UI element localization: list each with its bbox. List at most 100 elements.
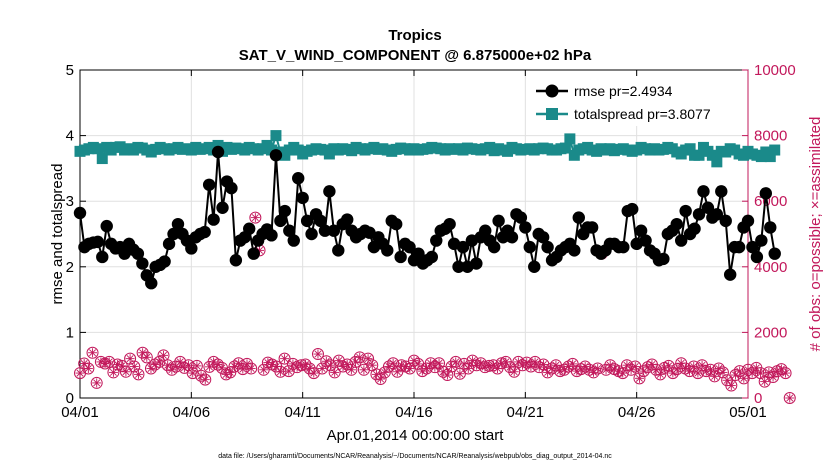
rmse-point [158,255,171,268]
rmse-point [198,225,211,239]
totalspread-point [212,139,224,151]
rmse-point [216,201,229,214]
obs-point [282,365,295,378]
rmse-point [211,145,225,159]
totalspread-point [693,149,705,161]
rmse-point [323,185,336,198]
rmse-point [296,191,309,205]
obs-point [140,351,153,364]
y-tick-label: 4 [66,128,74,145]
obs-point [725,379,738,392]
rmse-point [688,222,701,235]
rmse-point [167,227,180,241]
data-file-footer: data file: /Users/gharamti/Documents/NCA… [218,453,612,460]
rmse-point [278,204,292,218]
y-tick-label: 0 [66,390,74,407]
legend-box [530,76,742,126]
rmse-point [750,250,764,264]
rmse-point [185,242,198,255]
y-right-tick-label: 10000 [754,62,796,79]
obs-point [378,366,391,379]
rmse-point [741,214,755,228]
rmse-point [381,244,394,257]
rmse-point [265,229,278,242]
rmse-point [283,224,296,237]
x-tick-label: 05/01 [729,404,767,421]
rmse-point [505,231,519,244]
rmse-point [73,206,87,220]
rmse-point [443,217,456,231]
obs-point [737,372,750,385]
totalspread-point [92,143,104,155]
rmse-point [412,247,425,260]
totalspread-point [706,149,718,161]
rmse-point [91,235,105,249]
rmse-point [456,240,470,254]
y-tick-label: 5 [66,62,74,79]
rmse-point [131,247,145,260]
rmse-point [332,244,345,257]
rmse-point [341,213,354,226]
legend: rmse pr=2.4934 totalspread pr=3.8077 [530,76,742,126]
obs-point [82,362,95,375]
rmse-point [492,214,505,228]
obs-point [629,360,642,373]
y-tick-label: 3 [66,193,74,210]
rmse-point [247,247,260,260]
rmse-point [536,231,550,244]
rmse-point [568,244,581,257]
obs-point [445,360,458,373]
rmse-point [425,250,439,264]
rmse-point [100,219,113,233]
totalspread-point [769,144,781,156]
obs-point [591,362,604,375]
obs-point [241,357,253,370]
rmse-point [541,240,554,254]
rmse-point [572,211,585,224]
obs-point [190,359,203,372]
totalspread-point [684,143,696,155]
y-axis-label: rmse and totalspread [49,164,66,305]
obs-point [249,211,262,224]
obs-point [182,359,195,372]
rmse-point [430,234,443,247]
rmse-point [145,277,158,290]
obs-point [370,368,383,381]
rmse-point [389,217,403,231]
x-tick-label: 04/11 [284,404,320,421]
obs-point [353,351,366,364]
obs-point [779,367,792,380]
rmse-point [617,240,630,254]
rmse-point [657,252,670,266]
obs-point [700,365,713,378]
obs-point [90,376,103,389]
obs-point [441,369,454,382]
rmse-point [305,227,318,241]
x-tick-label: 04/26 [618,404,656,421]
totalspread-point [764,151,776,163]
obs-point [199,373,212,386]
rmse-point [314,214,327,228]
y-right-tick-label: 8000 [754,128,787,145]
rmse-point [229,254,243,267]
x-axis-label: Apr.01,2014 00:00:00 start [327,427,505,444]
rmse-point [487,240,501,254]
obs-point [708,370,721,383]
rmse-point [318,224,332,237]
obs-point [449,355,462,368]
obs-point [74,367,86,380]
totalspread-point [270,130,282,142]
rmse-point [710,208,724,221]
rmse-point [670,217,683,231]
rmse-point [755,234,768,247]
totalspread-point [711,156,723,168]
rmse-point [207,213,220,226]
obs-point [128,360,141,373]
rmse-point [403,240,416,254]
totalspread-point [564,133,576,145]
obs-point [716,366,729,379]
chart-subtitle: SAT_V_WIND_COMPONENT @ 6.875000e+02 hPa [239,47,592,64]
rmse-point [470,257,483,270]
